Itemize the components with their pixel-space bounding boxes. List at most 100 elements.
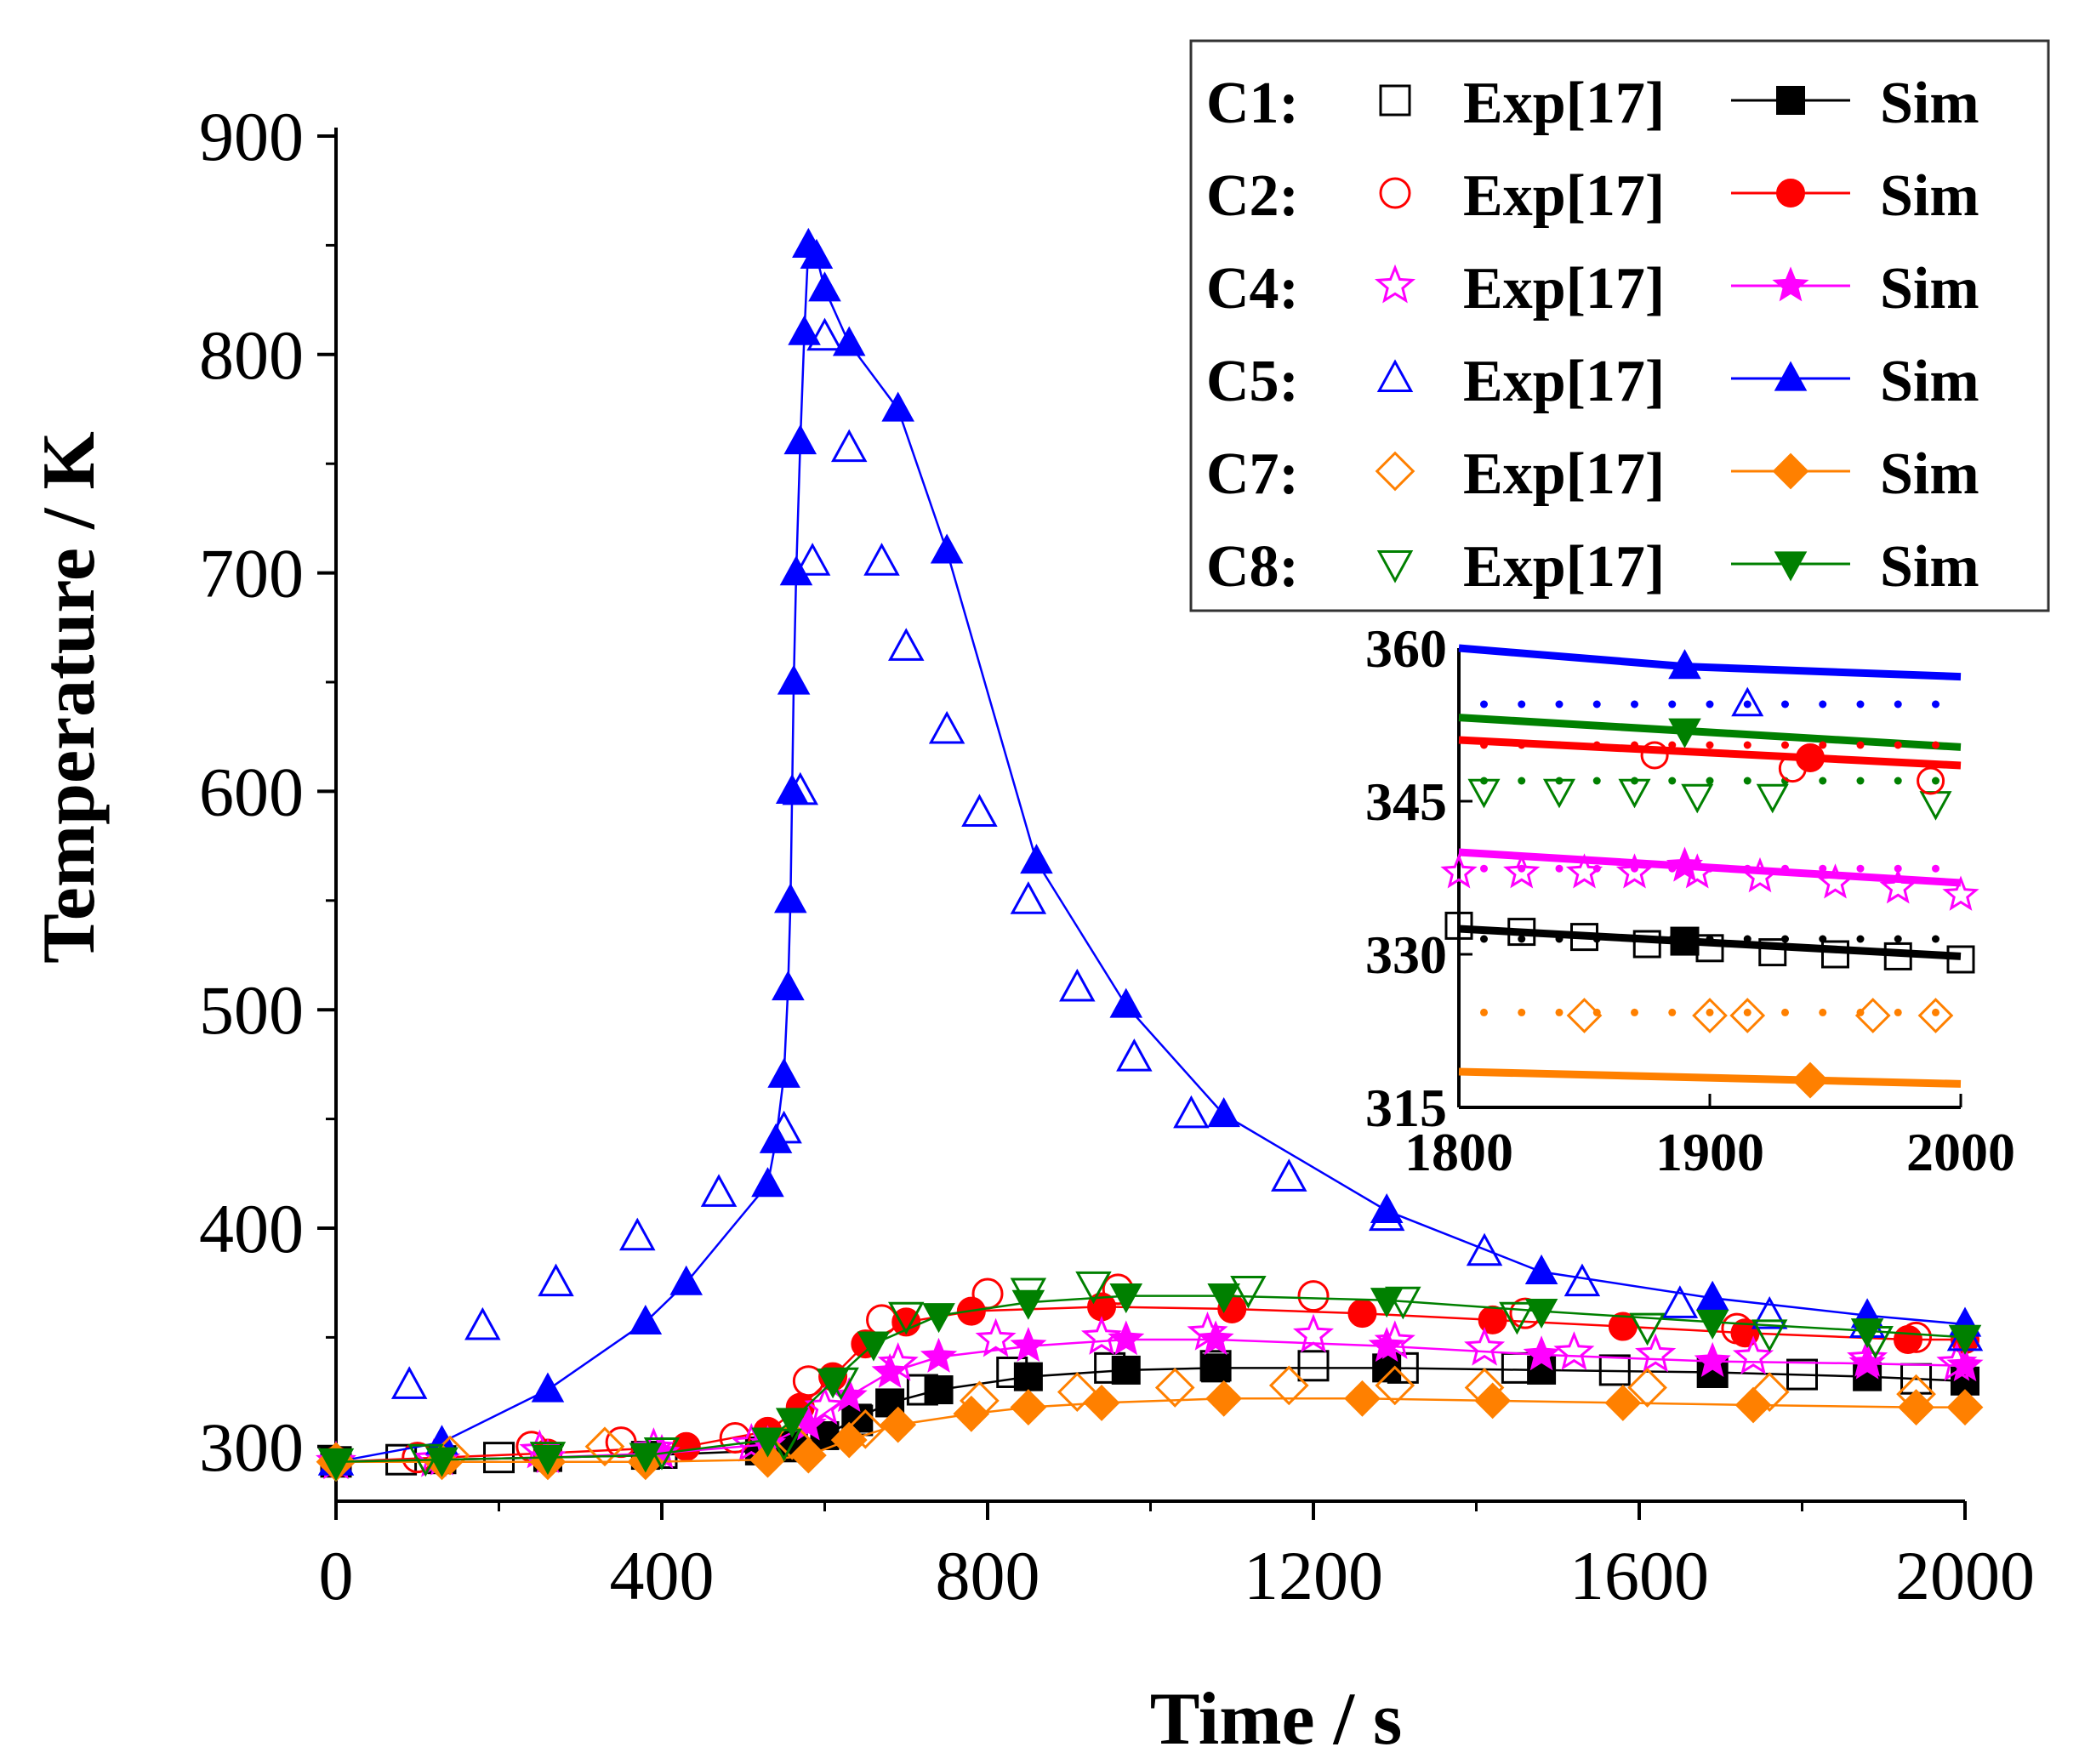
inset-sim-marker (1791, 1061, 1829, 1099)
inset-dot (1518, 935, 1526, 943)
data-point (1749, 1372, 1790, 1412)
inset-dot (1819, 700, 1827, 708)
data-point (881, 391, 914, 422)
inset-sim-marker (1668, 649, 1701, 680)
inset-dot (1743, 777, 1751, 785)
data-point (671, 1431, 701, 1461)
inset-dot (1743, 700, 1751, 708)
y-tick-label: 300 (199, 1408, 304, 1486)
inset-y-tick-label: 360 (1365, 618, 1447, 679)
inset-exp-marker (1778, 754, 1807, 783)
data-point (1721, 1312, 1753, 1345)
legend-exp-text: Exp[17] (1463, 163, 1665, 229)
data-point (1786, 1358, 1818, 1391)
inset-exp-marker (1741, 856, 1779, 893)
inset-dot (1706, 777, 1714, 785)
data-point (1230, 1275, 1267, 1309)
data-point (863, 543, 900, 576)
legend-row-c8: C8: Exp[17] Sim (1206, 534, 1979, 600)
data-point (1474, 1382, 1512, 1420)
inset-y-tick-label: 315 (1365, 1078, 1447, 1138)
inset-dot (1932, 1008, 1939, 1016)
x-tick-label: 400 (610, 1537, 715, 1614)
data-point (1523, 1335, 1560, 1371)
inset-exp-marker (1507, 918, 1536, 947)
data-point (808, 271, 841, 302)
inset-sim-line (1458, 736, 1962, 770)
inset-dot (1894, 741, 1902, 749)
inset-dot (1518, 700, 1526, 708)
data-point (1292, 1313, 1335, 1353)
legend-sim-marker (1772, 266, 1809, 302)
legend-sim-text: Sim (1880, 71, 1979, 136)
data-point (1347, 1299, 1377, 1329)
inset-x-tick-label: 1900 (1655, 1122, 1764, 1182)
inset-series-c8 (1458, 714, 1962, 821)
legend-row-c5: C5: Exp[17] Sim (1206, 349, 1979, 414)
data-point (1661, 1285, 1699, 1318)
data-point (464, 1306, 501, 1340)
inset-dot (1480, 700, 1488, 708)
y-tick-label: 600 (199, 753, 304, 830)
legend-sim-marker (1776, 86, 1805, 115)
inset-dot (1631, 700, 1638, 708)
inset-exp-marker (1618, 778, 1651, 809)
data-point (629, 1304, 663, 1335)
legend-sim-text: Sim (1880, 256, 1979, 322)
inset-dot (1668, 777, 1677, 785)
data-point (857, 1331, 891, 1362)
inset-exp-marker (1917, 998, 1954, 1033)
data-point (1374, 1320, 1415, 1359)
data-point (830, 429, 868, 463)
data-point (877, 1341, 919, 1381)
inset-dot (1856, 700, 1865, 708)
data-point (823, 1367, 859, 1401)
inset-dot (1894, 777, 1902, 785)
legend-label: C8: (1206, 534, 1299, 600)
inset-exp-marker (1692, 998, 1728, 1033)
inset-series-c2 (1458, 736, 1962, 795)
inset-dot (1781, 1008, 1789, 1016)
legend-label: C5: (1206, 349, 1299, 414)
inset-dot (1781, 741, 1789, 749)
inset-dot (1781, 700, 1789, 708)
inset-sim-marker (1670, 926, 1700, 956)
data-point (779, 555, 813, 586)
data-point (930, 533, 964, 564)
data-point (1205, 1380, 1243, 1417)
inset-dot (1856, 864, 1865, 873)
data-point (1020, 844, 1053, 874)
x-tick-label: 800 (936, 1537, 1040, 1614)
inset-dot (1932, 777, 1939, 785)
data-point (1604, 1385, 1642, 1421)
inset-exp-marker (1640, 741, 1669, 770)
inset-exp-marker (1632, 930, 1661, 959)
inset-dot (1932, 700, 1939, 708)
data-point (789, 1437, 827, 1474)
data-point (1116, 1038, 1153, 1072)
data-point (996, 1356, 1028, 1388)
data-point (971, 1277, 1004, 1310)
data-point (1524, 1254, 1558, 1284)
data-point (317, 1448, 355, 1482)
data-point (782, 771, 819, 805)
data-point (1057, 1372, 1097, 1412)
data-point (1297, 1350, 1330, 1382)
data-point (928, 710, 965, 744)
legend-sim-text: Sim (1880, 534, 1979, 600)
data-point (1207, 1283, 1240, 1314)
inset-dot (1894, 864, 1902, 873)
inset-exp-marker (1731, 686, 1764, 717)
y-axis-title: Temperature / K (28, 431, 111, 964)
legend-exp-marker (1379, 84, 1411, 117)
data-point (767, 1057, 800, 1088)
data-point (1464, 1326, 1506, 1366)
data-point (1083, 1385, 1120, 1421)
inset-dot (1706, 700, 1714, 708)
data-point (1900, 1321, 1933, 1353)
legend-sim-text: Sim (1880, 163, 1979, 229)
inset-sim-line (1458, 925, 1962, 960)
inset-dot (1706, 1008, 1714, 1016)
inset-exp-marker (1758, 938, 1787, 967)
